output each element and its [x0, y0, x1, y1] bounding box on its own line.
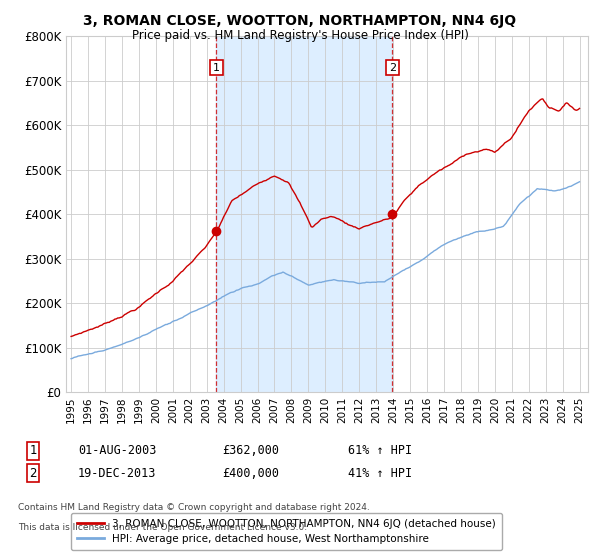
Text: £400,000: £400,000 [222, 466, 279, 480]
Text: 41% ↑ HPI: 41% ↑ HPI [348, 466, 412, 480]
Text: 2: 2 [29, 466, 37, 480]
Text: 01-AUG-2003: 01-AUG-2003 [78, 444, 157, 458]
Text: This data is licensed under the Open Government Licence v3.0.: This data is licensed under the Open Gov… [18, 523, 307, 532]
Text: 1: 1 [213, 63, 220, 72]
Bar [217, 36, 392, 392]
Text: 61% ↑ HPI: 61% ↑ HPI [348, 444, 412, 458]
Text: £362,000: £362,000 [222, 444, 279, 458]
Text: 2: 2 [389, 63, 396, 72]
Text: Price paid vs. HM Land Registry's House Price Index (HPI): Price paid vs. HM Land Registry's House … [131, 29, 469, 42]
Text: 3, ROMAN CLOSE, WOOTTON, NORTHAMPTON, NN4 6JQ: 3, ROMAN CLOSE, WOOTTON, NORTHAMPTON, NN… [83, 14, 517, 28]
Text: 19-DEC-2013: 19-DEC-2013 [78, 466, 157, 480]
Legend: 3, ROMAN CLOSE, WOOTTON, NORTHAMPTON, NN4 6JQ (detached house), HPI: Average pri: 3, ROMAN CLOSE, WOOTTON, NORTHAMPTON, NN… [71, 512, 502, 550]
Text: Contains HM Land Registry data © Crown copyright and database right 2024.: Contains HM Land Registry data © Crown c… [18, 503, 370, 512]
Text: 1: 1 [29, 444, 37, 458]
